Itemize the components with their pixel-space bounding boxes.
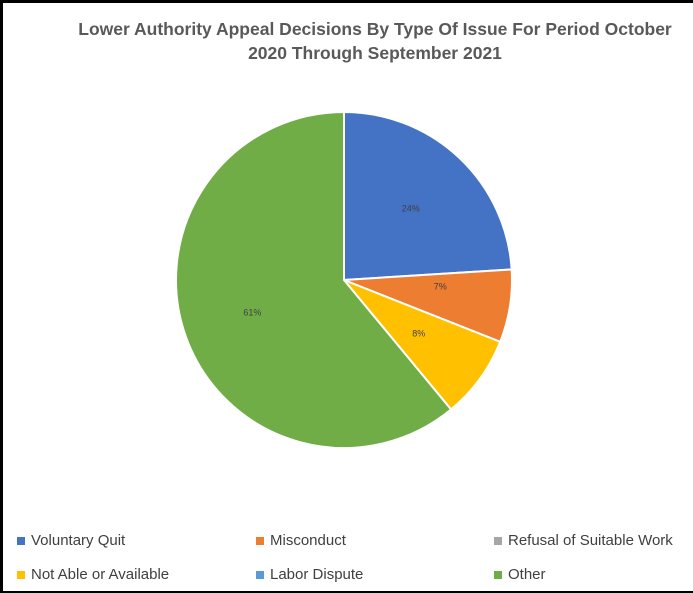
legend-label: Labor Dispute xyxy=(270,566,364,583)
chart-title-line-1: Lower Authority Appeal Decisions By Type… xyxy=(78,19,672,39)
legend-label: Not Able or Available xyxy=(31,566,170,583)
legend-swatch xyxy=(494,536,502,545)
data-label-voluntary-quit: 24% xyxy=(402,203,420,213)
legend-item-other: Other xyxy=(494,566,546,583)
legend-swatch xyxy=(256,536,264,545)
pie-slice-other xyxy=(175,110,453,449)
legend-label: Other xyxy=(508,566,546,583)
legend-swatch xyxy=(17,536,25,545)
legend-item-refusal-of-suitable-work: Refusal of Suitable Work xyxy=(494,532,673,549)
chart-title: Lower Authority Appeal Decisions By Type… xyxy=(40,17,693,65)
legend-swatch xyxy=(494,570,502,579)
legend-label: Refusal of Suitable Work xyxy=(508,532,673,549)
legend-label: Voluntary Quit xyxy=(31,532,126,549)
data-label-other: 61% xyxy=(243,307,261,317)
chart-title-line-2: 2020 Through September 2021 xyxy=(248,43,502,63)
data-label-not-able-or-available: 8% xyxy=(412,329,425,339)
data-label-misconduct: 7% xyxy=(434,282,447,292)
legend-item-misconduct: Misconduct xyxy=(256,532,346,549)
legend-swatch xyxy=(256,570,264,579)
legend-item-not-able-or-available: Not Able or Available xyxy=(17,566,169,583)
legend-label: Misconduct xyxy=(270,532,346,549)
legend-swatch xyxy=(17,570,25,579)
pie-slice-voluntary-quit xyxy=(343,110,513,282)
legend-item-labor-dispute: Labor Dispute xyxy=(256,566,363,583)
legend-item-voluntary-quit: Voluntary Quit xyxy=(17,532,125,549)
